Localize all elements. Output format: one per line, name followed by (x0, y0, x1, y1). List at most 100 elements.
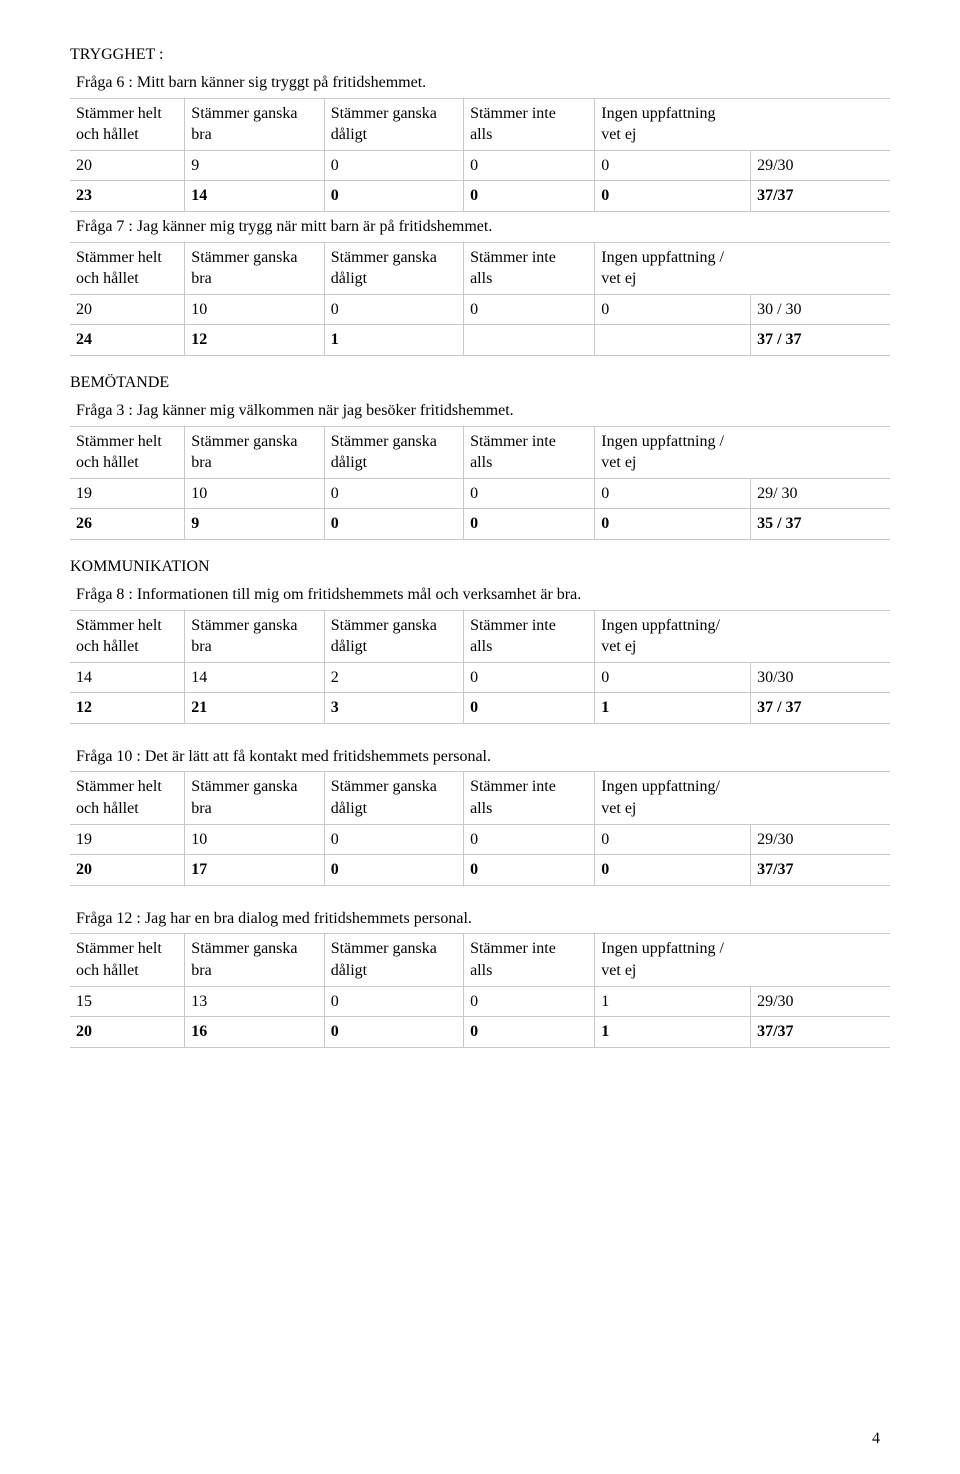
col-header-l1: Stämmer ganska (331, 776, 457, 798)
col-header-l1: Stämmer ganska (191, 431, 317, 453)
cell: 0 (464, 181, 595, 212)
col-header-l1: Stämmer inte (470, 776, 588, 798)
cell: 0 (324, 824, 463, 855)
cell: 10 (185, 294, 324, 325)
col-header-l1: Ingen uppfattning / (601, 247, 884, 269)
col-header-l2: bra (191, 960, 317, 982)
cell: 23 (70, 181, 185, 212)
col-header-l2: bra (191, 124, 317, 146)
col-header: Stämmer ganskabra (185, 98, 324, 150)
cell: 20 (70, 1017, 185, 1048)
table-caption: Fråga 6 : Mitt barn känner sig tryggt på… (70, 68, 890, 98)
col-header-l2: alls (470, 124, 588, 146)
col-header: Stämmer ganskabra (185, 610, 324, 662)
cell: 0 (595, 855, 751, 886)
table-caption: Fråga 8 : Informationen till mig om frit… (70, 580, 890, 610)
col-header-l2: alls (470, 268, 588, 290)
table-row: 19 10 0 0 0 29/30 (70, 824, 890, 855)
col-header-l2: bra (191, 268, 317, 290)
col-header-l2: dåligt (331, 636, 457, 658)
col-header: Stämmer ganskadåligt (324, 610, 463, 662)
cell: 20 (70, 855, 185, 886)
col-header-l1: Stämmer inte (470, 938, 588, 960)
table-row: 14 14 2 0 0 30/30 (70, 662, 890, 693)
cell: 10 (185, 824, 324, 855)
col-header-l1: Stämmer ganska (191, 615, 317, 637)
page: TRYGGHET : Fråga 6 : Mitt barn känner si… (0, 0, 960, 1474)
cell: 30/30 (751, 662, 890, 693)
cell: 0 (595, 662, 751, 693)
cell: 29/30 (751, 824, 890, 855)
cell: 17 (185, 855, 324, 886)
cell: 0 (464, 693, 595, 724)
cell: 3 (324, 693, 463, 724)
col-header-l1: Stämmer helt (76, 103, 178, 125)
col-header-l1: Stämmer inte (470, 431, 588, 453)
col-header-l2: dåligt (331, 124, 457, 146)
col-header: Stämmer intealls (464, 772, 595, 824)
cell: 0 (595, 181, 751, 212)
col-header-l2: vet ej (601, 268, 884, 290)
cell: 0 (464, 662, 595, 693)
col-header: Stämmer ganskadåligt (324, 98, 463, 150)
col-header-l2: dåligt (331, 960, 457, 982)
col-header: Stämmer heltoch hållet (70, 934, 185, 986)
col-header-l1: Ingen uppfattning (601, 103, 884, 125)
cell: 24 (70, 325, 185, 356)
col-header-l2: bra (191, 452, 317, 474)
cell: 0 (324, 855, 463, 886)
table-fraga-10: Fråga 10 : Det är lätt att få kontakt me… (70, 742, 890, 886)
col-header-l1: Stämmer ganska (191, 103, 317, 125)
cell: 0 (324, 986, 463, 1017)
cell: 0 (324, 181, 463, 212)
col-header: Stämmer intealls (464, 610, 595, 662)
cell: 2 (324, 662, 463, 693)
col-header-l1: Stämmer ganska (191, 247, 317, 269)
cell: 0 (464, 150, 595, 181)
table-fraga-12: Fråga 12 : Jag har en bra dialog med fri… (70, 904, 890, 1048)
col-header-l1: Stämmer helt (76, 776, 178, 798)
col-header: Ingen uppfattning/vet ej (595, 772, 890, 824)
cell: 37 / 37 (751, 693, 890, 724)
cell: 12 (185, 325, 324, 356)
cell: 14 (185, 662, 324, 693)
col-header-l1: Ingen uppfattning / (601, 938, 884, 960)
col-header-l1: Stämmer ganska (331, 103, 457, 125)
cell: 30 / 30 (751, 294, 890, 325)
cell: 19 (70, 478, 185, 509)
col-header: Stämmer heltoch hållet (70, 772, 185, 824)
cell (595, 325, 751, 356)
col-header-l2: dåligt (331, 268, 457, 290)
table-row: 23 14 0 0 0 37/37 (70, 181, 890, 212)
table-row: 20 9 0 0 0 29/30 (70, 150, 890, 181)
col-header: Ingen uppfattning /vet ej (595, 934, 890, 986)
table-caption: Fråga 12 : Jag har en bra dialog med fri… (70, 904, 890, 934)
col-header-l2: alls (470, 636, 588, 658)
col-header: Stämmer ganskadåligt (324, 772, 463, 824)
cell: 0 (595, 150, 751, 181)
cell: 1 (324, 325, 463, 356)
cell: 35 / 37 (751, 509, 890, 540)
cell: 29/30 (751, 986, 890, 1017)
col-header: Stämmer ganskadåligt (324, 426, 463, 478)
col-header-l1: Stämmer ganska (191, 776, 317, 798)
cell: 26 (70, 509, 185, 540)
col-header-l2: dåligt (331, 798, 457, 820)
col-header: Stämmer ganskabra (185, 242, 324, 294)
cell: 21 (185, 693, 324, 724)
cell: 0 (595, 509, 751, 540)
col-header: Ingen uppfattningvet ej (595, 98, 890, 150)
col-header: Stämmer ganskadåligt (324, 242, 463, 294)
col-header-l1: Ingen uppfattning/ (601, 776, 884, 798)
table-header-row: Stämmer heltoch hållet Stämmer ganskabra… (70, 242, 890, 294)
col-header: Stämmer intealls (464, 426, 595, 478)
table-caption: Fråga 3 : Jag känner mig välkommen när j… (70, 396, 890, 426)
col-header-l2: vet ej (601, 960, 884, 982)
table-header-row: Stämmer heltoch hållet Stämmer ganskabra… (70, 98, 890, 150)
cell: 29/ 30 (751, 478, 890, 509)
col-header: Stämmer ganskabra (185, 934, 324, 986)
col-header-l1: Stämmer inte (470, 103, 588, 125)
table-row: 20 16 0 0 1 37/37 (70, 1017, 890, 1048)
cell: 10 (185, 478, 324, 509)
table-caption-row: Fråga 8 : Informationen till mig om frit… (70, 580, 890, 610)
